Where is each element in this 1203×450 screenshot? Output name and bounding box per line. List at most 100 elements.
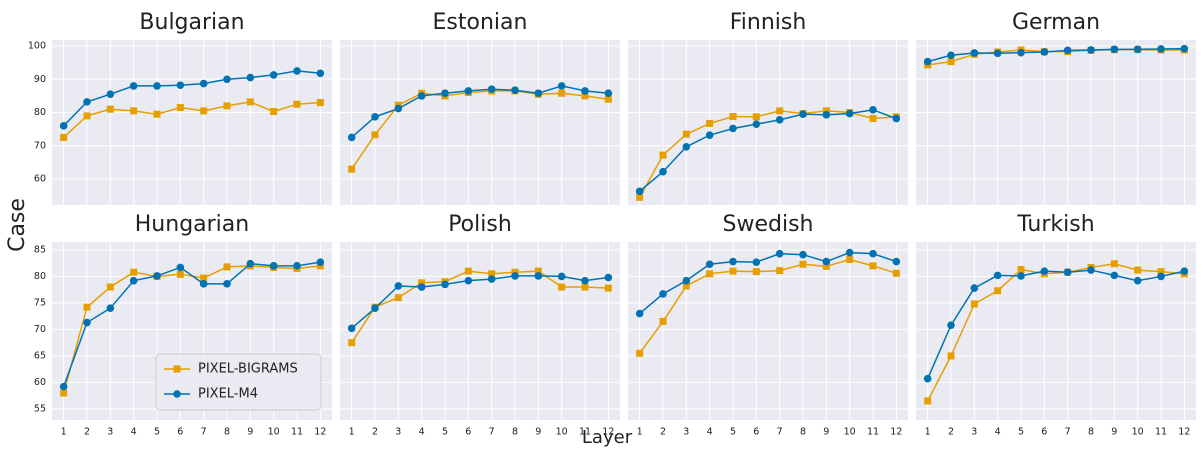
marker [659,167,667,176]
x-tick-label: 11 [291,427,303,438]
marker [636,193,644,201]
marker [706,119,714,127]
x-tick-label: 4 [707,427,713,438]
marker [892,269,900,277]
marker [776,267,784,275]
marker [511,86,519,95]
marker [923,374,932,383]
x-tick-label: 6 [177,427,183,438]
marker [947,352,955,360]
y-tick-label: 70 [34,324,46,335]
marker [581,92,589,100]
marker [775,249,784,258]
y-tick-label: 70 [34,140,46,151]
x-tick-label: 1 [349,427,355,438]
x-tick-label: 1 [925,427,931,438]
marker [581,283,589,291]
panel-title: Polish [448,212,512,237]
legend-marker [173,365,181,373]
marker [130,268,138,276]
marker [557,272,566,281]
series-line [63,101,321,139]
marker [635,187,644,196]
marker [994,287,1002,295]
x-tick-label: 9 [823,427,829,438]
panel-title: Estonian [433,10,528,35]
panel-title: Finnish [730,10,807,35]
y-tick-label: 100 [28,40,46,51]
y-tick-label: 85 [34,244,46,255]
x-tick-label: 6 [1041,427,1047,438]
marker [752,120,761,128]
marker [371,131,379,139]
marker [947,51,955,60]
legend-label: PIXEL-M4 [198,387,258,402]
marker [1157,45,1165,53]
marker [1063,46,1072,55]
x-tick-label: 12 [890,427,902,438]
marker [176,263,185,272]
y-axis-label: Case [5,198,30,252]
x-tick-label: 12 [602,427,614,438]
marker [822,111,831,119]
marker [947,321,955,329]
legend-label: PIXEL-BIGRAMS [198,362,298,377]
marker [558,283,566,291]
x-tick-label: 10 [844,427,856,438]
marker [1110,271,1119,280]
x-tick-label: 8 [224,427,230,438]
marker [1040,267,1049,275]
x-tick-label: 4 [131,427,137,438]
panel-title: Hungarian [135,212,249,237]
marker [869,106,877,114]
y-tick-label: 75 [34,297,46,308]
marker [752,268,760,276]
series-line [63,70,321,127]
x-tick-label: 2 [84,427,90,438]
marker [223,75,231,84]
marker [799,260,807,268]
marker [970,300,978,308]
marker [822,257,831,266]
marker [199,280,208,288]
marker [752,258,761,266]
plot-area [628,242,908,420]
y-tick-label: 55 [34,403,46,414]
marker [682,142,691,151]
marker [199,79,208,88]
marker [83,318,91,327]
marker [223,263,231,271]
marker [1063,268,1072,276]
marker [130,107,138,115]
marker [869,249,877,258]
series-line [351,275,609,329]
y-tick-label: 80 [34,271,46,282]
marker [822,262,830,270]
marker [83,303,91,311]
marker [153,272,161,280]
marker [993,271,1002,280]
marker [682,130,690,138]
marker [153,82,161,90]
series-line [927,262,1185,402]
marker [924,397,932,405]
marker [1087,266,1095,274]
marker [417,92,426,100]
series-line [351,270,609,344]
marker [659,151,667,159]
x-tick-label: 12 [314,427,326,438]
x-tick-label: 10 [556,427,568,438]
marker [729,124,737,133]
marker [1017,266,1025,274]
x-tick-label: 9 [1111,427,1117,438]
marker [441,89,449,98]
marker [845,248,854,257]
marker [106,105,114,113]
marker [534,267,542,275]
x-tick-label: 1 [61,427,67,438]
plot-area [340,40,620,205]
marker [394,104,403,113]
marker [799,250,807,259]
panel-title: Bulgarian [139,10,244,35]
